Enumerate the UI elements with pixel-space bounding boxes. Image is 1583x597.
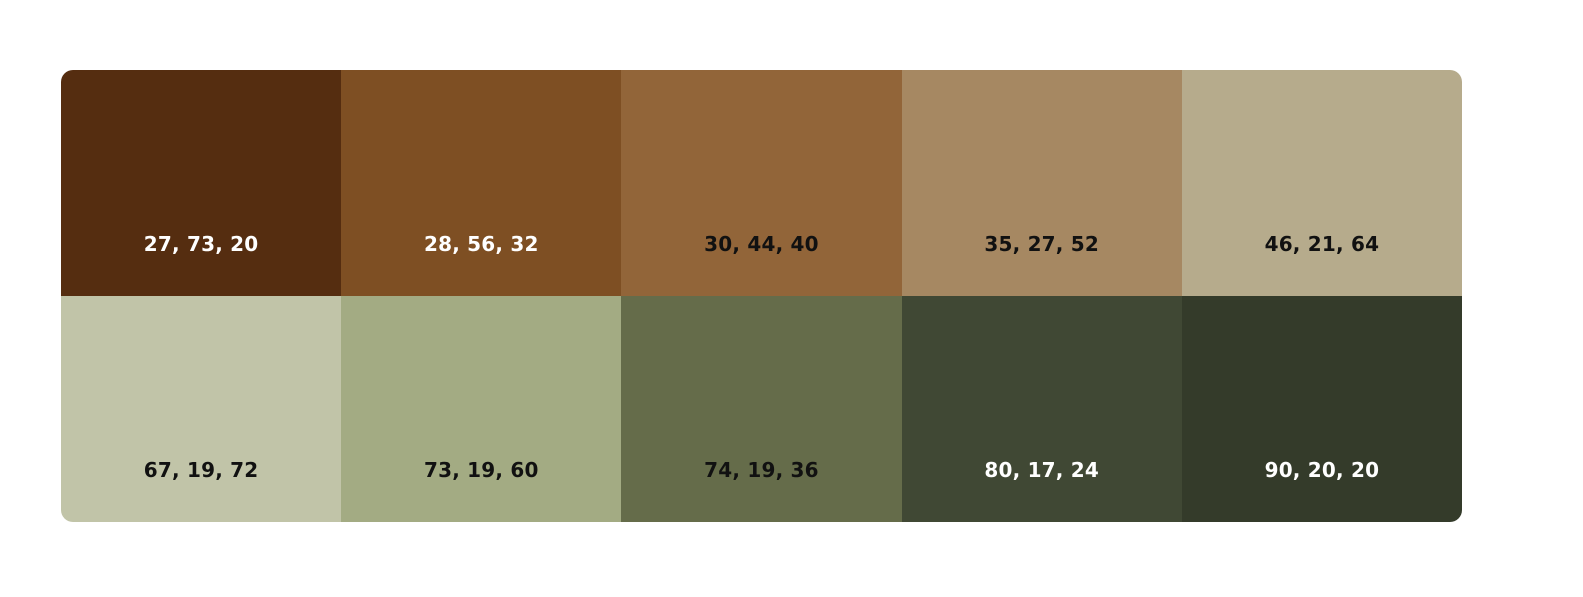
color-swatch: 30, 44, 40: [621, 70, 902, 296]
swatch-label: 30, 44, 40: [704, 232, 819, 256]
color-swatch: 73, 19, 60: [341, 296, 622, 522]
color-swatch: 67, 19, 72: [61, 296, 342, 522]
color-swatch: 80, 17, 24: [901, 296, 1182, 522]
color-swatch: 28, 56, 32: [341, 70, 622, 296]
swatch-label: 67, 19, 72: [143, 458, 259, 482]
color-swatch: 90, 20, 20: [1181, 296, 1462, 522]
swatch-label: 35, 27, 52: [984, 232, 1099, 256]
color-swatch: 46, 21, 64: [1181, 70, 1462, 296]
swatch-label: 27, 73, 20: [143, 232, 259, 256]
swatch-label: 80, 17, 24: [984, 458, 1099, 482]
swatch-label: 28, 56, 32: [423, 232, 539, 256]
swatch-label: 73, 19, 60: [423, 458, 539, 482]
color-swatch: 35, 27, 52: [901, 70, 1182, 296]
swatch-label: 74, 19, 36: [704, 458, 819, 482]
color-palette: 27, 73, 20 28, 56, 32 30, 44, 40 35, 27,…: [61, 70, 1462, 522]
color-swatch: 74, 19, 36: [621, 296, 902, 522]
swatch-label: 90, 20, 20: [1264, 458, 1380, 482]
color-swatch: 27, 73, 20: [61, 70, 342, 296]
swatch-label: 46, 21, 64: [1264, 232, 1380, 256]
